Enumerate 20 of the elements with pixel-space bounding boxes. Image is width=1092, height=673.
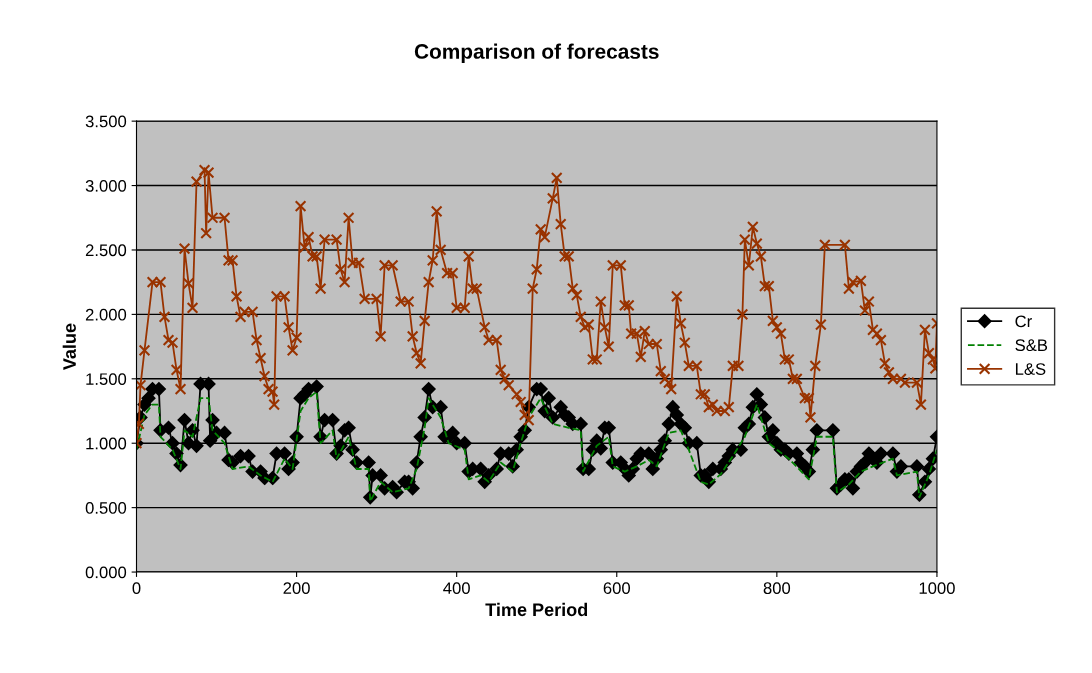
- y-tick-label: 3.500: [85, 115, 127, 128]
- x-tick-label: 400: [443, 582, 470, 595]
- y-tick-label: 1.500: [86, 373, 127, 386]
- y-tick-label: 0.000: [85, 566, 127, 579]
- x-tick-label: 1000: [919, 582, 955, 595]
- y-tick-label: 0.500: [85, 502, 127, 514]
- x-axis-title: Time Period: [485, 602, 588, 617]
- y-tick-label: 2.500: [85, 244, 127, 257]
- legend-label: Cr: [1015, 315, 1032, 328]
- x-tick-label: 200: [283, 582, 310, 595]
- y-tick-label: 1.000: [86, 437, 127, 450]
- chart-title: Comparison of forecasts: [414, 43, 659, 63]
- x-tick-label: 800: [763, 582, 791, 595]
- legend-label: S&B: [1015, 339, 1048, 352]
- legend-label: L&S: [1015, 363, 1046, 375]
- y-axis-title: Value: [62, 323, 76, 371]
- y-tick-label: 3.000: [85, 179, 127, 192]
- y-tick-label: 2.000: [85, 308, 127, 321]
- x-tick-label: 0: [132, 582, 141, 595]
- x-tick-label: 600: [603, 582, 631, 595]
